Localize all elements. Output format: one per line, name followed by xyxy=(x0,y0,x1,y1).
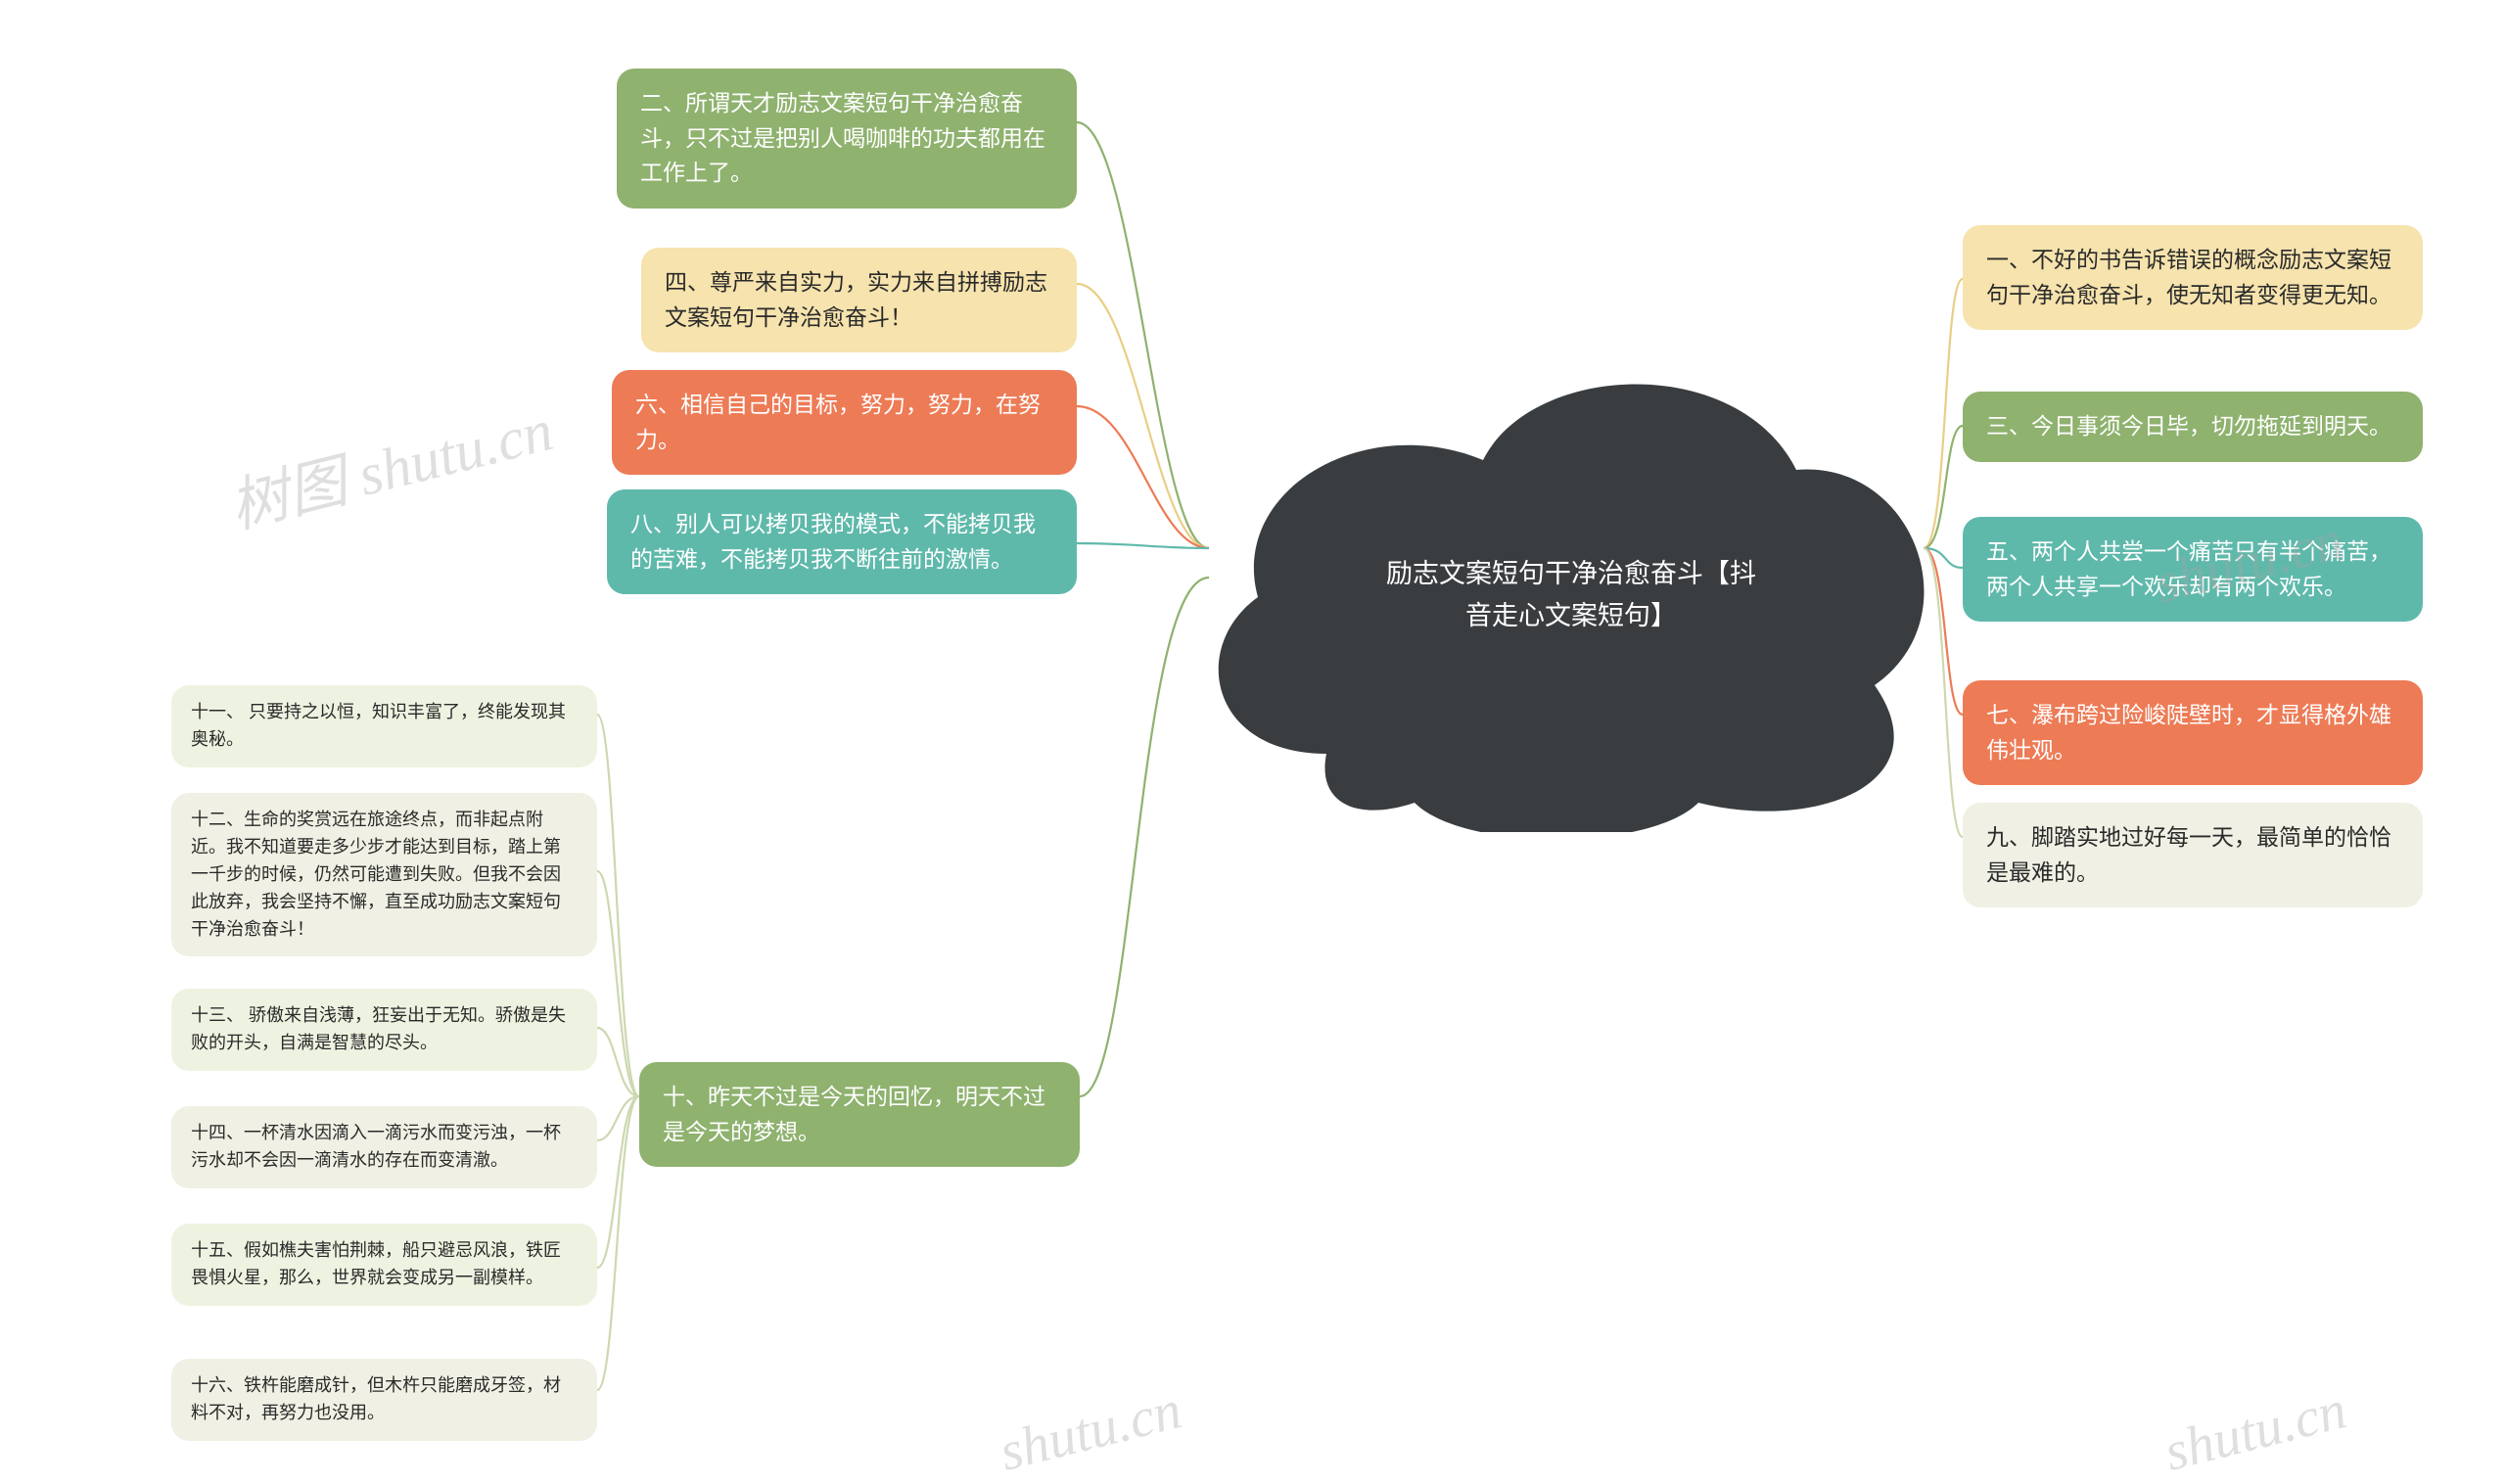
node-16: 十六、铁杵能磨成针，但木杵只能磨成牙签，材料不对，再努力也没用。 xyxy=(171,1359,597,1441)
node-2: 二、所谓天才励志文案短句干净治愈奋斗，只不过是把别人喝咖啡的功夫都用在工作上了。 xyxy=(617,69,1077,209)
node-7: 七、瀑布跨过险峻陡壁时，才显得格外雄伟壮观。 xyxy=(1963,680,2423,785)
node-text: 十三、 骄傲来自浅薄，狂妄出于无知。骄傲是失败的开头，自满是智慧的尽头。 xyxy=(191,1005,566,1052)
node-10: 十、昨天不过是今天的回忆，明天不过是今天的梦想。 xyxy=(639,1062,1080,1167)
node-text: 十四、一杯清水因滴入一滴污水而变污浊，一杯污水却不会因一滴清水的存在而变清澈。 xyxy=(191,1123,561,1170)
node-text: 十二、生命的奖赏远在旅途终点，而非起点附近。我不知道要走多少步才能达到目标，踏上… xyxy=(191,810,561,939)
node-text: 四、尊严来自实力，实力来自拼搏励志文案短句干净治愈奋斗！ xyxy=(665,269,1047,330)
node-14: 十四、一杯清水因滴入一滴污水而变污浊，一杯污水却不会因一滴清水的存在而变清澈。 xyxy=(171,1106,597,1188)
node-text: 十、昨天不过是今天的回忆，明天不过是今天的梦想。 xyxy=(663,1084,1045,1144)
node-1: 一、不好的书告诉错误的概念励志文案短句干净治愈奋斗，使无知者变得更无知。 xyxy=(1963,225,2423,330)
node-11: 十一、 只要持之以恒，知识丰富了，终能发现其奥秘。 xyxy=(171,685,597,767)
node-text: 十一、 只要持之以恒，知识丰富了，终能发现其奥秘。 xyxy=(191,702,566,749)
node-text: 八、别人可以拷贝我的模式，不能拷贝我的苦难，不能拷贝我不断往前的激情。 xyxy=(630,511,1036,572)
node-text: 十六、铁杵能磨成针，但木杵只能磨成牙签，材料不对，再努力也没用。 xyxy=(191,1375,561,1422)
node-5: 五、两个人共尝一个痛苦只有半个痛苦，两个人共享一个欢乐却有两个欢乐。 xyxy=(1963,517,2423,622)
node-8: 八、别人可以拷贝我的模式，不能拷贝我的苦难，不能拷贝我不断往前的激情。 xyxy=(607,489,1077,594)
watermark: 树图 shutu.cn xyxy=(219,383,560,545)
node-text: 七、瀑布跨过险峻陡壁时，才显得格外雄伟壮观。 xyxy=(1986,702,2391,763)
node-text: 十五、假如樵夫害怕荆棘，船只避忌风浪，铁匠畏惧火星，那么，世界就会变成另一副模样… xyxy=(191,1240,561,1287)
node-13: 十三、 骄傲来自浅薄，狂妄出于无知。骄傲是失败的开头，自满是智慧的尽头。 xyxy=(171,989,597,1071)
node-4: 四、尊严来自实力，实力来自拼搏励志文案短句干净治愈奋斗！ xyxy=(641,248,1077,352)
node-text: 九、脚踏实地过好每一天，最简单的恰恰是最难的。 xyxy=(1986,824,2391,885)
node-text: 五、两个人共尝一个痛苦只有半个痛苦，两个人共享一个欢乐却有两个欢乐。 xyxy=(1986,538,2391,599)
center-title: 励志文案短句干净治愈奋斗【抖音走心文案短句】 xyxy=(1385,553,1757,637)
watermark: shutu.cn xyxy=(994,1378,1187,1484)
node-9: 九、脚踏实地过好每一天，最简单的恰恰是最难的。 xyxy=(1963,803,2423,907)
node-text: 一、不好的书告诉错误的概念励志文案短句干净治愈奋斗，使无知者变得更无知。 xyxy=(1986,247,2391,307)
node-text: 三、今日事须今日毕，切勿拖延到明天。 xyxy=(1986,413,2391,439)
node-6: 六、相信自己的目标，努力，努力，在努力。 xyxy=(612,370,1077,475)
watermark: shutu.cn xyxy=(2158,1378,2352,1484)
node-3: 三、今日事须今日毕，切勿拖延到明天。 xyxy=(1963,392,2423,462)
node-text: 二、所谓天才励志文案短句干净治愈奋斗，只不过是把别人喝咖啡的功夫都用在工作上了。 xyxy=(640,90,1045,185)
node-15: 十五、假如樵夫害怕荆棘，船只避忌风浪，铁匠畏惧火星，那么，世界就会变成另一副模样… xyxy=(171,1224,597,1306)
node-12: 十二、生命的奖赏远在旅途终点，而非起点附近。我不知道要走多少步才能达到目标，踏上… xyxy=(171,793,597,956)
node-text: 六、相信自己的目标，努力，努力，在努力。 xyxy=(635,392,1041,452)
mindmap-canvas: 励志文案短句干净治愈奋斗【抖音走心文案短句】 二、所谓天才励志文案短句干净治愈奋… xyxy=(0,0,2506,1449)
center-node: 励志文案短句干净治愈奋斗【抖音走心文案短句】 xyxy=(1189,323,1943,832)
